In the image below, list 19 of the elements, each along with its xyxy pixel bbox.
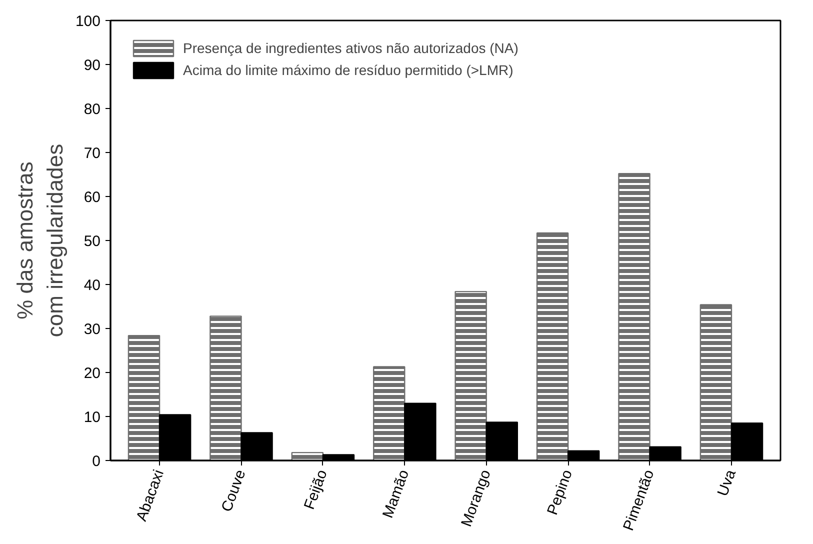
legend-label: Acima do limite máximo de resíduo permitido (>LMR) <box>183 62 514 78</box>
y-tick-label: 90 <box>84 57 101 74</box>
y-tick-label: 80 <box>84 101 101 118</box>
y-axis-title: % das amostras com irregularidades <box>12 144 68 338</box>
y-tick-label: 40 <box>84 277 101 294</box>
y-tick-label: 10 <box>84 409 101 426</box>
x-tick-label: Feijão <box>300 468 331 512</box>
y-tick-label: 60 <box>84 189 101 206</box>
y-tick-label: 100 <box>75 13 101 30</box>
x-tick-label: Pepino <box>544 468 576 518</box>
y-tick-label: 30 <box>84 321 101 338</box>
y-tick-label: 0 <box>92 453 100 470</box>
x-tick-label: Uva <box>714 466 740 498</box>
y-tick-label: 20 <box>84 365 101 382</box>
y-tick-label: 70 <box>84 145 101 162</box>
x-tick-label: Couve <box>218 468 250 514</box>
legend-label: Presença de ingredientes ativos não autorizados (NA) <box>183 40 518 56</box>
y-tick-label: 50 <box>84 233 101 250</box>
x-tick-label: Mamão <box>379 468 413 520</box>
